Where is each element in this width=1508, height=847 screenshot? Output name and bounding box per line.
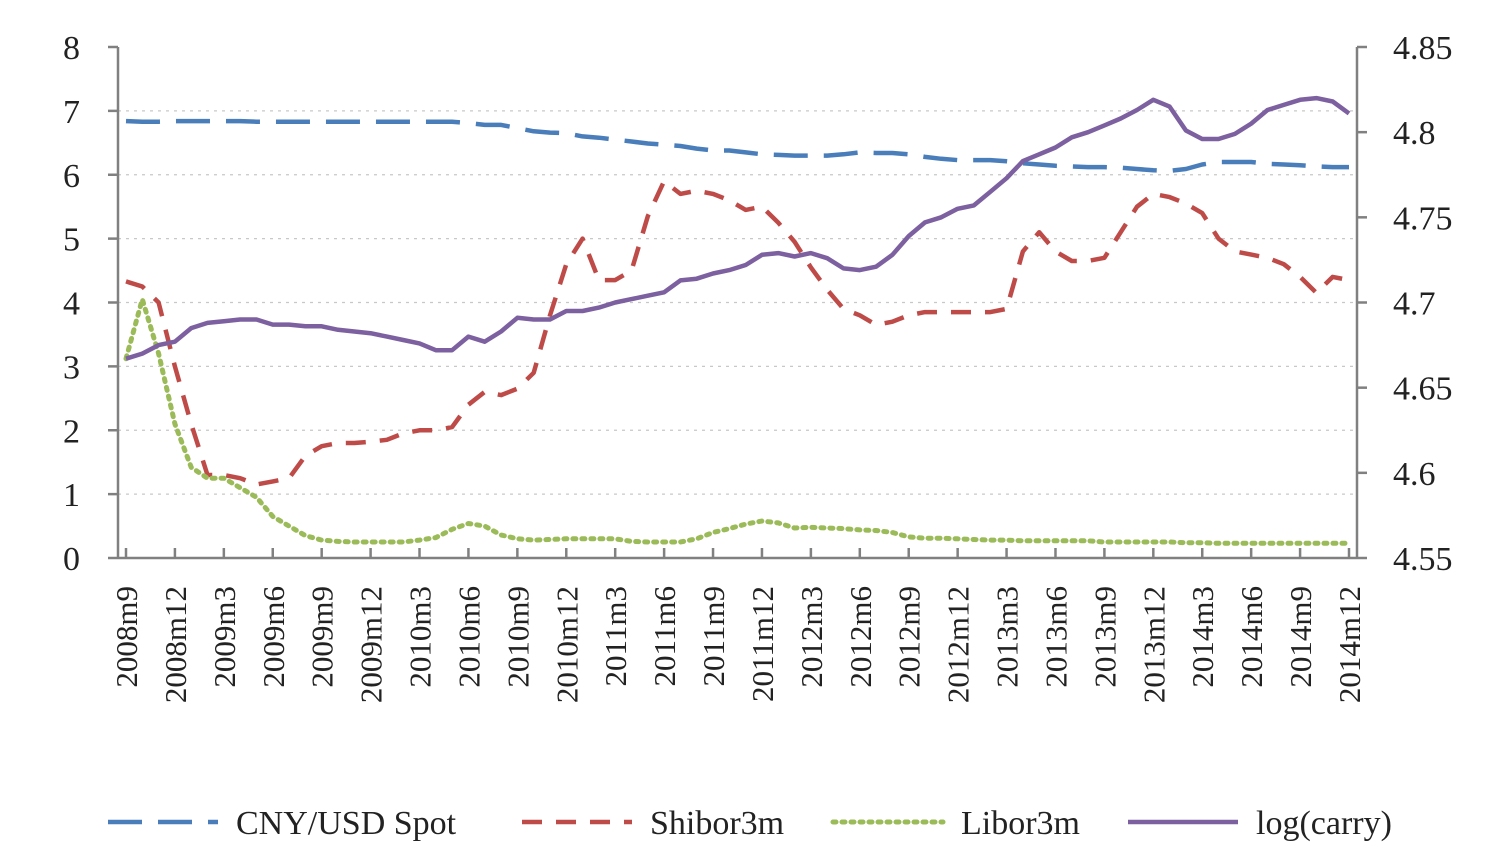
x-tick-label: 2013m6 <box>1038 586 1073 688</box>
y-tick-label-right: 4.85 <box>1393 30 1453 67</box>
x-tick-label: 2011m3 <box>598 586 633 686</box>
x-tick-label: 2012m9 <box>892 586 927 688</box>
x-axis-ticks: 2008m9 2008m12 2009m3 2009m6 2009m9 2009m12 20… <box>109 548 1367 703</box>
legend-label-libor3m: Libor3m <box>961 805 1080 842</box>
y-axis-left-ticks: 0 1 2 3 4 5 6 7 8 <box>63 30 118 578</box>
series-line-cny-usd-spot <box>125 118 1349 174</box>
x-tick-label: 2012m3 <box>794 586 829 688</box>
series-line-libor3m <box>123 296 1352 546</box>
y-tick-label-left: 3 <box>63 349 80 386</box>
x-tick-label: 2010m3 <box>403 586 438 688</box>
x-tick-label: 2009m6 <box>256 586 291 688</box>
y-axis-right-ticks: 4.55 4.6 4.65 4.7 4.75 4.8 4.85 <box>1357 30 1453 578</box>
x-tick-label: 2014m3 <box>1185 586 1220 688</box>
x-tick-label: 2011m9 <box>696 586 731 686</box>
series-line-log-carry <box>125 95 1351 361</box>
x-tick-label: 2009m3 <box>207 586 242 688</box>
series-line-shibor3m <box>125 178 1350 487</box>
legend-label-shibor3m: Shibor3m <box>650 805 784 842</box>
y-tick-label-left: 7 <box>63 94 80 131</box>
x-tick-label: 2012m12 <box>941 586 976 703</box>
x-tick-label: 2013m9 <box>1087 586 1122 688</box>
y-tick-label-right: 4.65 <box>1393 371 1453 408</box>
y-tick-label-right: 4.6 <box>1393 456 1436 493</box>
y-tick-label-right: 4.55 <box>1393 541 1453 578</box>
x-tick-label: 2010m6 <box>451 586 486 688</box>
y-tick-label-left: 8 <box>63 30 80 67</box>
x-tick-label: 2010m9 <box>500 586 535 688</box>
legend-label-cny-usd-spot: CNY/USD Spot <box>236 805 457 842</box>
y-tick-label-left: 4 <box>63 286 80 323</box>
x-tick-label: 2012m6 <box>843 586 878 688</box>
x-tick-label: 2010m12 <box>549 586 584 703</box>
y-tick-label-right: 4.7 <box>1393 286 1436 323</box>
x-tick-label: 2014m6 <box>1234 586 1269 688</box>
x-tick-label: 2008m12 <box>158 586 193 703</box>
x-tick-label: 2008m9 <box>109 586 144 688</box>
x-tick-label: 2009m9 <box>305 586 340 688</box>
legend: CNY/USD Spot Shibor3m Libor3m log(carry) <box>108 805 1392 842</box>
gridlines <box>118 110 1357 495</box>
x-tick-label: 2014m12 <box>1332 586 1367 703</box>
x-tick-label: 2011m12 <box>745 586 780 702</box>
y-tick-label-left: 2 <box>63 413 80 450</box>
y-tick-label-left: 6 <box>63 158 80 195</box>
legend-label-log-carry: log(carry) <box>1256 805 1392 842</box>
y-tick-label-right: 4.75 <box>1393 200 1453 237</box>
y-tick-label-left: 0 <box>63 541 80 578</box>
y-tick-label-right: 4.8 <box>1393 115 1436 152</box>
series-lines <box>123 95 1352 546</box>
x-tick-label: 2011m6 <box>647 586 682 686</box>
y-tick-label-left: 5 <box>63 222 80 259</box>
x-tick-label: 2014m9 <box>1283 586 1318 688</box>
y-tick-label-left: 1 <box>63 477 80 514</box>
x-tick-label: 2009m12 <box>354 586 389 703</box>
x-tick-label: 2013m3 <box>990 586 1025 688</box>
x-tick-label: 2013m12 <box>1136 586 1171 703</box>
